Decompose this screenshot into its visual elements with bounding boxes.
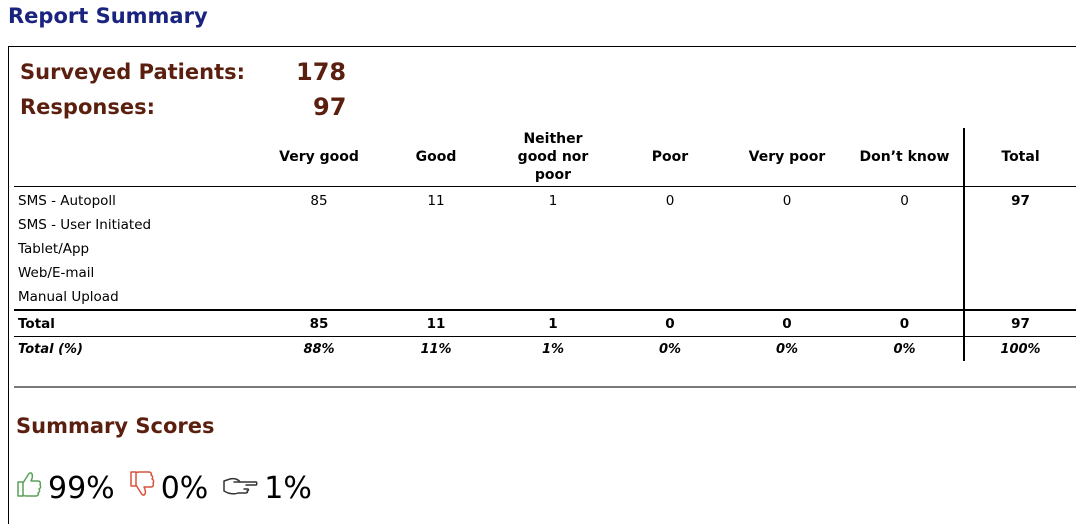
score-neutral-value: 1%	[264, 470, 312, 506]
cell-neither	[494, 261, 612, 285]
header-neither-line-3: poor	[534, 167, 572, 183]
cell-total	[963, 261, 1076, 285]
cell-very-good	[260, 237, 378, 261]
cell-dont-know	[846, 237, 964, 261]
pct-total: 100%	[963, 336, 1076, 361]
table-row: Web/E-mail	[14, 261, 1076, 285]
cell-good	[378, 237, 494, 261]
total-row-label: Total	[14, 309, 260, 337]
total-row: Total 85 11 1 0 0 0 97	[14, 309, 1076, 337]
cell-very-good	[260, 261, 378, 285]
row-label: SMS - User Initiated	[18, 217, 152, 233]
cell-total: 97	[963, 186, 1076, 213]
table-row: Manual Upload	[14, 285, 1076, 310]
header-dont-know: Don’t know	[846, 128, 964, 187]
header-blank	[14, 128, 260, 187]
row-label: Tablet/App	[18, 241, 90, 257]
card-top-border	[8, 46, 1076, 47]
card-left-border	[8, 46, 9, 524]
pct-very-good: 88%	[303, 341, 335, 357]
cell-poor	[612, 261, 728, 285]
cell-poor: 0	[665, 193, 675, 209]
score-neutral: 1%	[222, 471, 312, 506]
row-label: Web/E-mail	[18, 265, 95, 281]
cell-good	[378, 213, 494, 237]
cell-dont-know: 0	[900, 193, 909, 209]
cell-very-poor	[728, 261, 846, 285]
header-poor: Poor	[612, 128, 728, 187]
table-header-row: Very good Good Neither good nor poor Poo…	[14, 128, 1076, 187]
pct-neither: 1%	[541, 341, 565, 357]
responses-label: Responses:	[20, 95, 155, 119]
cell-dont-know	[846, 213, 964, 237]
total-very-good: 85	[260, 309, 378, 337]
cell-very-poor	[728, 285, 846, 310]
score-positive: 99%	[16, 469, 115, 507]
total-dont-know: 0	[846, 309, 964, 337]
thumbs-down-icon	[129, 469, 155, 507]
cell-poor	[612, 285, 728, 310]
summary-scores-title: Summary Scores	[16, 414, 215, 438]
page-title: Report Summary	[8, 4, 208, 28]
cell-poor	[612, 213, 728, 237]
pct-very-poor: 0%	[775, 341, 799, 357]
pct-dont-know: 0%	[893, 341, 916, 357]
percent-row: Total (%) 88% 11% 1% 0% 0% 0% 100%	[14, 336, 1076, 361]
score-negative: 0%	[129, 469, 209, 507]
surveyed-patients-value: 178	[296, 58, 347, 86]
total-very-poor: 0	[728, 309, 846, 337]
cell-good: 11	[427, 193, 445, 209]
header-good: Good	[378, 128, 494, 187]
table-row: Tablet/App	[14, 237, 1076, 261]
cell-total	[963, 285, 1076, 310]
header-neither-line-2: good nor	[517, 149, 589, 165]
header-very-poor: Very poor	[728, 128, 846, 187]
cell-dont-know	[846, 285, 964, 310]
row-label: SMS - Autopoll	[18, 193, 116, 209]
cell-very-good	[260, 213, 378, 237]
percent-row-label: Total (%)	[18, 341, 83, 357]
total-good: 11	[378, 309, 494, 337]
table-row: SMS - User Initiated	[14, 213, 1076, 237]
score-negative-value: 0%	[160, 470, 209, 506]
header-neither-line-1: Neither	[523, 131, 583, 147]
total-total: 97	[963, 309, 1076, 337]
cell-dont-know	[846, 261, 964, 285]
row-label: Manual Upload	[18, 289, 119, 305]
cell-very-poor	[728, 237, 846, 261]
cell-very-poor	[728, 213, 846, 237]
cell-very-good	[260, 285, 378, 310]
cell-neither	[494, 237, 612, 261]
responses-value: 97	[313, 93, 347, 121]
pct-good: 11%	[420, 341, 452, 357]
cell-neither	[494, 213, 612, 237]
total-neither: 1	[494, 309, 612, 337]
surveyed-patients-label: Surveyed Patients:	[20, 60, 246, 84]
cell-poor	[612, 237, 728, 261]
section-divider	[14, 386, 1076, 388]
report-table: Very good Good Neither good nor poor Poo…	[14, 128, 1076, 361]
table-row: SMS - Autopoll 85 11 1 0 0 0 97	[14, 186, 1076, 213]
cell-neither	[494, 285, 612, 310]
cell-neither: 1	[548, 193, 558, 209]
score-positive-value: 99%	[48, 470, 115, 506]
cell-good	[378, 261, 494, 285]
header-very-good: Very good	[260, 128, 378, 187]
total-poor: 0	[612, 309, 728, 337]
header-neither: Neither good nor poor	[494, 128, 612, 187]
cell-total	[963, 213, 1076, 237]
cell-good	[378, 285, 494, 310]
cell-very-good: 85	[310, 193, 328, 209]
cell-total	[963, 237, 1076, 261]
header-total: Total	[963, 128, 1076, 187]
thumbs-up-icon	[16, 469, 42, 507]
summary-scores: 99% 0% 1%	[16, 468, 326, 508]
pointing-hand-icon	[222, 471, 258, 506]
cell-very-poor: 0	[782, 193, 792, 209]
pct-poor: 0%	[658, 341, 682, 357]
